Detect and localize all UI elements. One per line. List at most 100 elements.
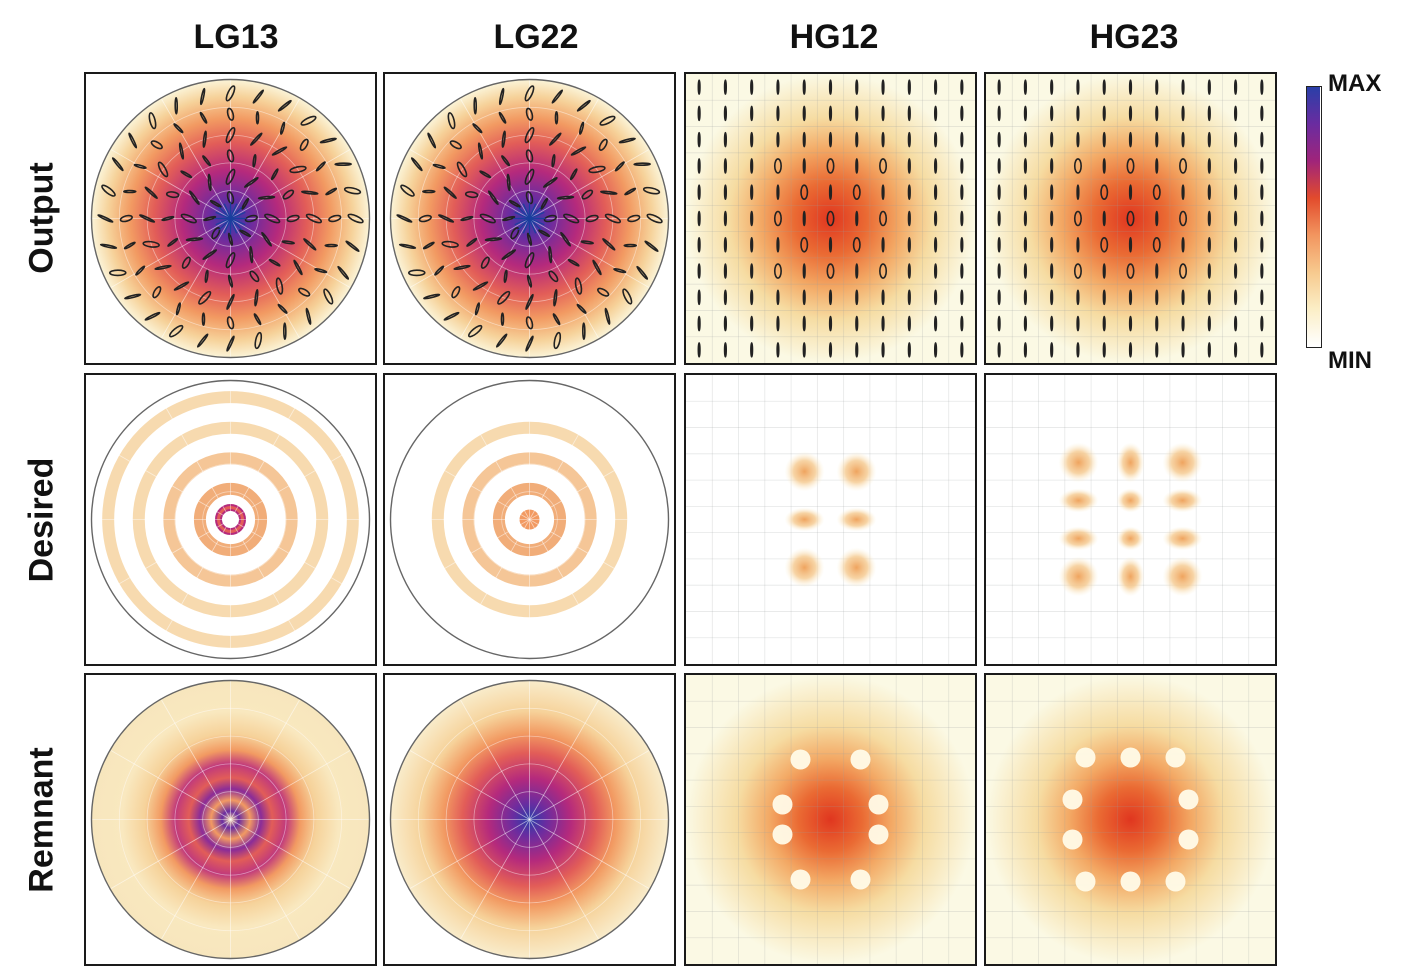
- polarization-ellipse: [800, 184, 809, 201]
- intensity-hole: [850, 749, 871, 770]
- polarization-ellipse: [498, 111, 507, 124]
- polarization-ellipse: [1260, 184, 1264, 201]
- polarization-ellipse: [997, 184, 1001, 201]
- polarization-ellipse: [497, 290, 511, 305]
- polarization-ellipse: [1050, 263, 1054, 279]
- polarization-ellipse: [477, 142, 484, 160]
- polarization-ellipse: [750, 210, 754, 227]
- polarization-ellipse: [123, 241, 136, 250]
- polarization-ellipse: [286, 214, 300, 223]
- intensity-hole: [790, 749, 811, 770]
- polarization-ellipse: [750, 79, 754, 95]
- polarization-ellipse: [907, 210, 911, 227]
- polarization-ellipse: [400, 184, 415, 197]
- panel-desired-lg13: [84, 373, 377, 666]
- polarization-ellipse: [410, 157, 423, 172]
- polarization-ellipse: [855, 79, 859, 95]
- center-star-ray: [223, 203, 232, 219]
- polarization-ellipse: [802, 263, 806, 279]
- polarization-ellipse: [526, 274, 533, 288]
- output-lg22-polarization-ellipses: [396, 85, 663, 352]
- polarization-ellipse: [474, 302, 481, 316]
- polarization-ellipse: [881, 184, 885, 201]
- polarization-ellipse: [828, 342, 833, 358]
- polarization-ellipse: [524, 252, 535, 269]
- polarization-ellipse: [773, 263, 782, 279]
- center-star-ray: [529, 211, 545, 220]
- polarization-ellipse: [277, 303, 288, 314]
- polarization-ellipse: [1023, 184, 1028, 201]
- polarization-ellipse: [723, 289, 728, 306]
- polarization-ellipse: [588, 165, 606, 174]
- polarization-ellipse: [881, 236, 885, 253]
- polarization-ellipse: [407, 269, 426, 277]
- polarization-ellipse: [479, 170, 492, 179]
- polarization-ellipse: [261, 231, 273, 247]
- polarization-ellipse: [598, 138, 608, 151]
- polarization-ellipse: [502, 215, 516, 222]
- polarization-ellipse: [249, 245, 254, 264]
- polarization-ellipse: [484, 237, 503, 242]
- polarization-ellipse: [173, 281, 190, 291]
- center-star-ray: [528, 218, 537, 234]
- polarization-ellipse: [161, 215, 175, 222]
- polarization-ellipse: [199, 87, 206, 106]
- polarization-ellipse: [776, 105, 780, 122]
- polarization-ellipse: [551, 153, 556, 168]
- polarization-ellipse: [1073, 263, 1082, 279]
- polarization-ellipse: [933, 342, 938, 358]
- polarization-ellipse: [750, 184, 754, 201]
- polarization-ellipse: [960, 158, 964, 174]
- polarization-ellipse: [548, 270, 559, 283]
- polarization-ellipse: [451, 286, 461, 299]
- colorbar-min-label: MIN: [1328, 347, 1372, 374]
- polarization-ellipse: [574, 277, 583, 295]
- desired-lg22-outline: [389, 379, 670, 660]
- polarization-ellipse: [802, 342, 806, 358]
- polarization-ellipse: [1152, 184, 1161, 201]
- polarization-ellipse: [563, 213, 580, 224]
- polarization-ellipse: [226, 191, 235, 205]
- polarization-ellipse: [697, 263, 701, 279]
- polarization-ellipse: [697, 210, 701, 227]
- polarization-ellipse: [723, 263, 728, 279]
- polarization-ellipse: [1207, 210, 1211, 227]
- polarization-ellipse: [525, 107, 534, 121]
- polarization-ellipse: [1128, 105, 1133, 122]
- intensity-lobe: [784, 547, 825, 588]
- polarization-ellipse: [802, 131, 806, 148]
- polarization-ellipse: [1128, 236, 1133, 253]
- polarization-ellipse: [1233, 210, 1238, 227]
- intensity-lobe: [1058, 526, 1099, 551]
- center-star-ray: [229, 218, 238, 234]
- polarization-ellipse: [776, 131, 780, 148]
- polarization-ellipse: [1207, 184, 1211, 201]
- intensity-hole: [1165, 871, 1186, 892]
- polarization-ellipse: [627, 214, 641, 223]
- polarization-ellipse: [199, 111, 208, 124]
- polarization-ellipse: [881, 315, 885, 332]
- polarization-ellipse: [1181, 105, 1185, 122]
- polarization-ellipse: [826, 210, 835, 227]
- output-hg23-grid: [986, 74, 1275, 363]
- polarization-ellipse: [165, 191, 180, 199]
- polarization-ellipse: [270, 168, 279, 181]
- polarization-ellipse: [907, 263, 911, 279]
- polarization-ellipse: [1207, 342, 1211, 358]
- polarization-ellipse: [1207, 158, 1211, 174]
- polarization-ellipse: [600, 190, 618, 195]
- panel-desired-lg22: [383, 373, 676, 666]
- polarization-ellipse: [997, 79, 1001, 95]
- polarization-ellipse: [960, 105, 964, 122]
- remnant-lg13-polar-grid: [91, 680, 370, 959]
- polarization-ellipse: [828, 131, 833, 148]
- polarization-ellipse: [1207, 131, 1211, 148]
- intensity-lobe: [784, 451, 825, 492]
- polarization-ellipse: [1126, 263, 1135, 279]
- polarization-ellipse: [1233, 315, 1238, 332]
- polarization-ellipse: [185, 237, 204, 242]
- polarization-ellipse: [1023, 263, 1028, 279]
- polarization-ellipse: [495, 333, 508, 348]
- polarization-ellipse: [135, 265, 146, 276]
- polarization-ellipse: [464, 191, 479, 199]
